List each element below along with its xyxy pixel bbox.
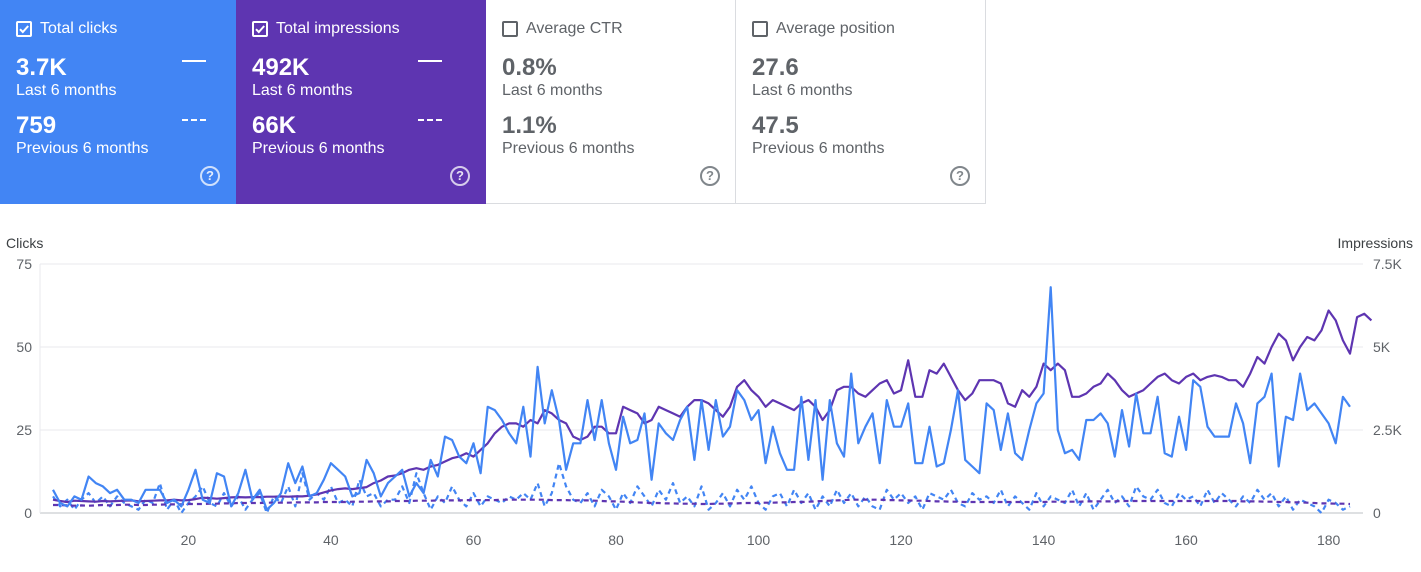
x-axis-ticks: 20 40 60 80 100 120 140 160 180 [181, 532, 1341, 548]
legend-dashed-line-icon [418, 119, 442, 121]
card-period: Last 6 months [752, 82, 853, 99]
card-prev-value: 759 [16, 112, 57, 139]
card-header: Average CTR [502, 20, 623, 38]
card-average-ctr[interactable]: Average CTR 0.8% Last 6 months 1.1% Prev… [486, 0, 736, 204]
x-tick-label: 40 [323, 532, 339, 548]
card-header: Total impressions [252, 20, 400, 38]
card-prev-period: Previous 6 months [16, 140, 149, 157]
checkbox-unchecked-icon[interactable] [502, 21, 518, 37]
card-header: Average position [752, 20, 895, 38]
help-icon[interactable]: ? [450, 166, 470, 186]
help-icon[interactable]: ? [950, 166, 970, 186]
left-tick-label: 50 [16, 339, 32, 355]
card-prev-value: 47.5 [752, 112, 799, 139]
x-tick-label: 80 [608, 532, 624, 548]
card-prev-value: 66K [252, 112, 297, 139]
left-tick-label: 0 [24, 505, 32, 521]
card-average-position[interactable]: Average position 27.6 Last 6 months 47.5… [736, 0, 986, 204]
card-value: 492K [252, 54, 310, 81]
legend-dashed-line-icon [182, 119, 206, 121]
card-period: Last 6 months [16, 82, 117, 99]
card-label: Average CTR [526, 20, 623, 37]
right-tick-label: 0 [1373, 505, 1381, 521]
x-tick-label: 20 [181, 532, 197, 548]
card-label: Total impressions [276, 20, 400, 37]
chart-grid [39, 263, 1363, 514]
left-axis-title: Clicks [6, 235, 44, 251]
card-period: Last 6 months [502, 82, 603, 99]
x-tick-label: 140 [1032, 532, 1056, 548]
metric-cards: Total clicks 3.7K Last 6 months 759 Prev… [0, 0, 986, 204]
checkbox-checked-icon[interactable] [16, 21, 32, 37]
card-prev-period: Previous 6 months [752, 140, 885, 157]
card-prev-period: Previous 6 months [502, 140, 635, 157]
x-tick-label: 100 [747, 532, 771, 548]
series-line-3 [53, 498, 1351, 507]
series-line-2 [52, 309, 1373, 504]
card-total-clicks[interactable]: Total clicks 3.7K Last 6 months 759 Prev… [0, 0, 236, 204]
card-label: Total clicks [40, 20, 118, 37]
card-prev-value: 1.1% [502, 112, 557, 139]
help-icon[interactable]: ? [200, 166, 220, 186]
checkbox-checked-icon[interactable] [252, 21, 268, 37]
left-tick-label: 25 [16, 422, 32, 438]
card-value: 0.8% [502, 54, 557, 81]
x-tick-label: 60 [466, 532, 482, 548]
x-tick-label: 160 [1174, 532, 1198, 548]
right-axis-ticks: 0 2.5K 5K 7.5K [1373, 256, 1402, 521]
legend-solid-line-icon [418, 60, 442, 62]
card-value: 27.6 [752, 54, 799, 81]
card-prev-period: Previous 6 months [252, 140, 385, 157]
series-line-1 [52, 462, 1351, 515]
checkbox-unchecked-icon[interactable] [752, 21, 768, 37]
card-total-impressions[interactable]: Total impressions 492K Last 6 months 66K… [236, 0, 486, 204]
series-line-0 [52, 286, 1351, 511]
card-header: Total clicks [16, 20, 117, 38]
card-value: 3.7K [16, 54, 67, 81]
chart-lines [52, 286, 1373, 515]
right-axis-title: Impressions [1337, 235, 1413, 251]
right-tick-label: 2.5K [1373, 422, 1402, 438]
right-tick-label: 7.5K [1373, 256, 1402, 272]
right-tick-label: 5K [1373, 339, 1391, 355]
legend-solid-line-icon [182, 60, 206, 62]
card-period: Last 6 months [252, 82, 353, 99]
help-icon[interactable]: ? [700, 166, 720, 186]
card-label: Average position [776, 20, 895, 37]
x-tick-label: 120 [889, 532, 913, 548]
left-tick-label: 75 [16, 256, 32, 272]
x-tick-label: 180 [1317, 532, 1341, 548]
left-axis-ticks: 0 25 50 75 [16, 256, 32, 521]
